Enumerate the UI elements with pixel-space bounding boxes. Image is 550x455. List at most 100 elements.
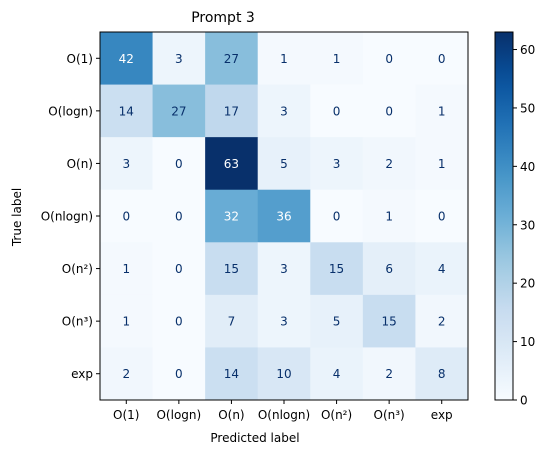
- y-tick-label: O(logn): [48, 104, 93, 118]
- cell-value-label: 1: [438, 104, 446, 118]
- y-tick-label: O(1): [67, 52, 93, 66]
- matrix-cell: [152, 137, 206, 191]
- cell-value-label: 14: [119, 104, 134, 118]
- matrix-cell: [152, 32, 206, 86]
- cell-value-label: 0: [385, 52, 393, 66]
- cell-value-label: 42: [119, 52, 134, 66]
- colorbar-tick-label: 30: [520, 218, 535, 232]
- cell-value-label: 3: [280, 262, 288, 276]
- matrix-cell: [152, 242, 206, 296]
- cell-value-label: 7: [228, 315, 236, 329]
- cell-value-label: 5: [333, 315, 341, 329]
- cell-value-label: 0: [333, 104, 341, 118]
- y-tick-label: O(n²): [62, 262, 93, 276]
- x-tick-label: exp: [431, 408, 453, 422]
- cell-value-label: 0: [385, 104, 393, 118]
- cell-value-label: 1: [438, 157, 446, 171]
- y-tick-label: O(n): [67, 157, 93, 171]
- colorbar-tick-label: 10: [520, 335, 535, 349]
- matrix-cell: [415, 294, 469, 348]
- cell-value-label: 8: [438, 367, 446, 381]
- matrix-cell: [310, 242, 364, 296]
- matrix-cell: [257, 347, 311, 401]
- cell-value-label: 15: [382, 315, 397, 329]
- cell-value-label: 0: [438, 52, 446, 66]
- cell-value-label: 2: [122, 367, 130, 381]
- colorbar: [494, 31, 514, 401]
- cell-value-label: 17: [224, 104, 239, 118]
- cell-value-label: 14: [224, 367, 239, 381]
- x-tick-label: O(n³): [374, 408, 405, 422]
- y-tick-label: O(nlogn): [41, 210, 93, 224]
- y-axis-label: True label: [10, 188, 24, 247]
- matrix-cell: [415, 189, 469, 243]
- colorbar-tick-label: 40: [520, 160, 535, 174]
- matrix-cell: [205, 32, 259, 86]
- cell-value-label: 15: [224, 262, 239, 276]
- colorbar-tick-label: 60: [520, 43, 535, 57]
- cell-value-label: 15: [329, 262, 344, 276]
- matrix-cell: [205, 242, 259, 296]
- cell-value-label: 3: [280, 104, 288, 118]
- matrix-cell: [415, 84, 469, 138]
- matrix-cells: [100, 32, 469, 401]
- cell-value-label: 1: [122, 262, 130, 276]
- cell-value-label: 0: [175, 157, 183, 171]
- matrix-cell: [205, 84, 259, 138]
- cell-value-label: 1: [385, 210, 393, 224]
- y-tick-label: O(n³): [62, 315, 93, 329]
- matrix-cell: [205, 137, 259, 191]
- cell-value-label: 27: [224, 52, 239, 66]
- matrix-cell: [310, 347, 364, 401]
- matrix-cell: [152, 294, 206, 348]
- matrix-cell: [310, 84, 364, 138]
- matrix-cell: [152, 189, 206, 243]
- matrix-cell: [257, 84, 311, 138]
- colorbar-tick-label: 0: [520, 394, 528, 408]
- cell-value-label: 27: [171, 104, 186, 118]
- cell-value-label: 1: [333, 52, 341, 66]
- matrix-cell: [310, 137, 364, 191]
- matrix-cell: [152, 347, 206, 401]
- cell-value-label: 2: [385, 157, 393, 171]
- matrix-cell: [205, 294, 259, 348]
- cell-value-label: 36: [276, 210, 291, 224]
- y-axis-ticks: O(1) O(logn) O(n) O(nlogn) O(n²) O(n³) exp: [41, 52, 100, 381]
- matrix-cell: [362, 84, 416, 138]
- x-tick-label: O(n): [218, 408, 244, 422]
- cell-value-label: 3: [175, 52, 183, 66]
- x-tick-label: O(n²): [321, 408, 352, 422]
- matrix-cell: [100, 347, 154, 401]
- matrix-cell: [100, 32, 154, 86]
- cell-value-label: 10: [276, 367, 291, 381]
- x-axis-label: Predicted label: [210, 431, 299, 445]
- cell-value-label: 5: [280, 157, 288, 171]
- x-tick-label: O(logn): [156, 408, 201, 422]
- colorbar-tick-label: 50: [520, 101, 535, 115]
- matrix-cell: [257, 32, 311, 86]
- matrix-cell: [415, 242, 469, 296]
- matrix-cell: [152, 84, 206, 138]
- cell-value-label: 0: [175, 262, 183, 276]
- matrix-cell: [310, 294, 364, 348]
- x-axis-ticks: O(1) O(logn) O(n) O(nlogn) O(n²) O(n³) exp: [113, 400, 453, 422]
- matrix-cell: [415, 32, 469, 86]
- matrix-cell: [362, 189, 416, 243]
- matrix-cell: [257, 294, 311, 348]
- colorbar-tick-label: 20: [520, 277, 535, 291]
- cell-value-label: 2: [438, 315, 446, 329]
- matrix-cell: [100, 84, 154, 138]
- cell-value-label: 1: [122, 315, 130, 329]
- cell-value-label: 6: [385, 262, 393, 276]
- matrix-cell: [257, 189, 311, 243]
- y-tick-label: exp: [71, 367, 93, 381]
- chart-title: Prompt 3: [191, 10, 255, 26]
- cell-value-label: 3: [333, 157, 341, 171]
- cell-value-label: 1: [280, 52, 288, 66]
- matrix-cell: [362, 137, 416, 191]
- matrix-cell: [205, 347, 259, 401]
- cell-value-label: 0: [175, 367, 183, 381]
- cell-value-label: 4: [333, 367, 341, 381]
- cell-value-label: 0: [122, 210, 130, 224]
